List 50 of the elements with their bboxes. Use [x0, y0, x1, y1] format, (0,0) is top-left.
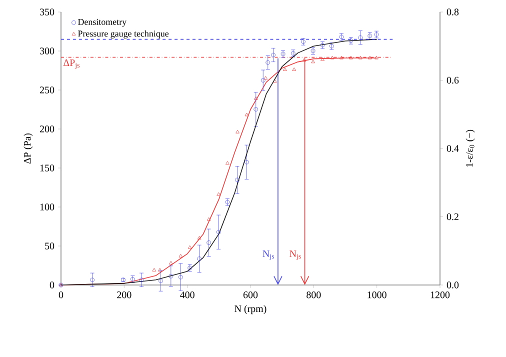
point [272, 79, 277, 83]
legend-label: Densitometry [78, 18, 127, 27]
point [311, 60, 315, 64]
point [292, 68, 296, 71]
point [301, 39, 306, 44]
y-tick-label: 100 [40, 204, 54, 210]
point [349, 56, 353, 60]
y-tick-label: 50 [45, 242, 54, 250]
y-tick-label: 200 [40, 126, 54, 132]
ref-line-label: N$_{js}$ [290, 250, 301, 260]
x-tick-label: 400 [180, 292, 194, 298]
point [197, 236, 202, 240]
y-tick-label: 0 [50, 282, 54, 288]
point [236, 130, 240, 134]
x-tick-label: 600 [243, 292, 258, 298]
point [340, 56, 344, 60]
x-tick-label: 0 [58, 292, 64, 298]
x-axis-title: N (rpm) [234, 305, 266, 314]
y-tick-label: 250 [40, 86, 54, 94]
y-tick-label: 300 [40, 48, 54, 54]
y-tick-label: 150 [40, 164, 54, 172]
ref-line-label: ΔP$_{js}$ [64, 59, 80, 69]
point [264, 76, 268, 80]
point [368, 56, 372, 60]
point [358, 56, 362, 60]
point [188, 245, 192, 249]
point [320, 57, 324, 61]
point [206, 217, 211, 221]
x-tick-label: 1200 [430, 292, 450, 298]
point [152, 268, 156, 272]
point [330, 56, 334, 60]
ref-line-label: N$_{js}$ [262, 250, 274, 260]
x-tick-label: 200 [117, 292, 132, 298]
y2-tick-label: 0.2 [446, 213, 458, 220]
y2-axis-title: 1-ε/ε$_{0}$ (−) [466, 130, 475, 167]
y2-tick-label: 0.0 [446, 282, 459, 288]
x-tick-label: 1000 [368, 292, 386, 298]
y-tick-label: 350 [40, 8, 54, 16]
legend-label: Pressure gauge technique [78, 30, 169, 38]
point [130, 277, 135, 282]
point [283, 68, 287, 71]
x-tick-label: 800 [306, 292, 321, 298]
y-axis-title: ΔP (Pa) [24, 133, 33, 164]
point [178, 254, 183, 258]
y2-tick-label: 0.8 [446, 8, 459, 16]
point [244, 112, 249, 116]
point [226, 161, 230, 165]
y2-tick-label: 0.6 [446, 76, 459, 84]
y2-tick-label: 0.4 [446, 145, 459, 152]
point [254, 96, 258, 100]
